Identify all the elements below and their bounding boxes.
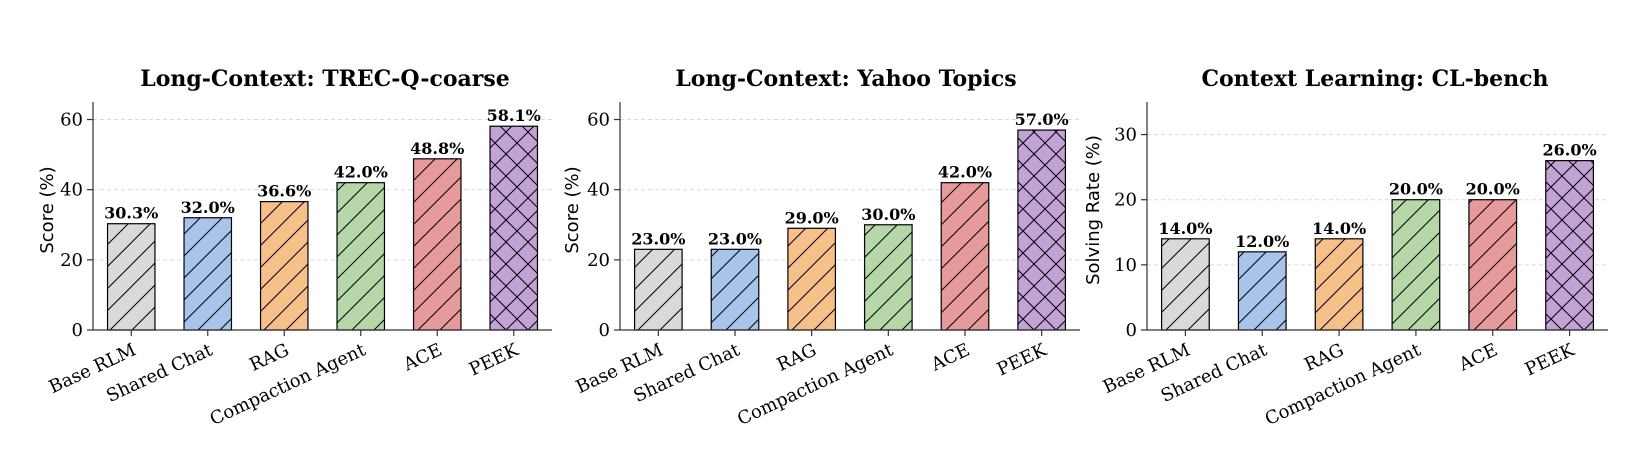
panel-trec: Long-Context: TREC-Q-coarse Score (%) 0 2…: [37, 66, 552, 430]
y-axis-label: Solving Rate (%): [1083, 135, 1104, 285]
y-tick-label: 10: [1114, 255, 1137, 276]
value-label: 42.0%: [334, 163, 388, 182]
value-label: 30.3%: [104, 204, 158, 223]
y-tick-label: 40: [587, 180, 610, 201]
bar-hatch-ace: [412, 158, 462, 331]
bar-hatch-base-rlm: [633, 248, 683, 331]
bar-hatch-base-rlm: [106, 223, 156, 331]
x-tick-label: RAG: [246, 339, 292, 375]
x-tick-label: ACE: [399, 339, 445, 375]
value-label: 48.8%: [410, 139, 464, 158]
bar-hatch-rag: [787, 227, 837, 331]
value-label: 20.0%: [1466, 180, 1520, 199]
bar-hatch-base-rlm: [1160, 238, 1210, 331]
value-label: 29.0%: [785, 208, 839, 227]
value-label: 23.0%: [708, 229, 762, 248]
bar-hatch-shared-chat: [710, 248, 760, 331]
value-label: 32.0%: [181, 198, 235, 217]
bar-hatch-compaction-agent: [1391, 199, 1441, 331]
bar-hatch-compaction-agent: [863, 224, 913, 331]
y-tick-label: 60: [60, 110, 83, 131]
x-tick-label: ACE: [927, 339, 973, 375]
value-label: 42.0%: [938, 163, 992, 182]
y-tick-label: 0: [72, 320, 83, 341]
y-tick-label: 30: [1114, 125, 1137, 146]
y-tick-label: 0: [1126, 320, 1137, 341]
x-tick-label: ACE: [1455, 339, 1501, 375]
value-label: 12.0%: [1235, 232, 1289, 251]
value-label: 14.0%: [1158, 219, 1212, 238]
x-tick-label: PEEK: [1522, 339, 1578, 380]
panel-yahoo: Long-Context: Yahoo Topics Score (%) 0 20…: [562, 66, 1080, 430]
value-label: 58.1%: [487, 106, 541, 125]
y-tick-label: 0: [599, 320, 610, 341]
value-label: 20.0%: [1389, 180, 1443, 199]
y-tick-label: 20: [60, 250, 83, 271]
bar-hatch-peek: [1017, 129, 1067, 331]
value-label: 23.0%: [631, 229, 685, 248]
y-tick-label: 40: [60, 180, 83, 201]
y-tick-label: 20: [587, 250, 610, 271]
chart-title: Long-Context: TREC-Q-coarse: [140, 66, 510, 92]
x-tick-label: PEEK: [994, 339, 1050, 380]
x-tick-label: PEEK: [466, 339, 522, 380]
bar-hatch-ace: [940, 182, 990, 331]
chart-title: Context Learning: CL-bench: [1202, 66, 1549, 92]
x-tick-label: RAG: [1301, 339, 1347, 375]
value-label: 14.0%: [1312, 219, 1366, 238]
y-axis-label: Score (%): [562, 166, 583, 253]
bar-hatch-peek: [1545, 160, 1595, 331]
y-axis-label: Score (%): [37, 166, 58, 253]
bar-hatch-compaction-agent: [336, 182, 386, 331]
y-tick-label: 20: [1114, 190, 1137, 211]
bar-hatch-shared-chat: [183, 217, 233, 331]
y-tick-label: 60: [587, 110, 610, 131]
panel-clbench: Context Learning: CL-bench Solving Rate …: [1083, 66, 1608, 430]
bar-hatch-rag: [1314, 238, 1364, 331]
bar-hatch-ace: [1468, 199, 1518, 331]
chart-title: Long-Context: Yahoo Topics: [675, 66, 1016, 92]
x-tick-label: RAG: [774, 339, 820, 375]
bar-hatch-rag: [259, 201, 309, 331]
bar-hatch-shared-chat: [1237, 251, 1287, 331]
bar-hatch-peek: [489, 125, 539, 331]
value-label: 26.0%: [1542, 141, 1596, 160]
value-label: 36.6%: [257, 182, 311, 201]
value-label: 30.0%: [861, 205, 915, 224]
value-label: 57.0%: [1015, 110, 1069, 129]
